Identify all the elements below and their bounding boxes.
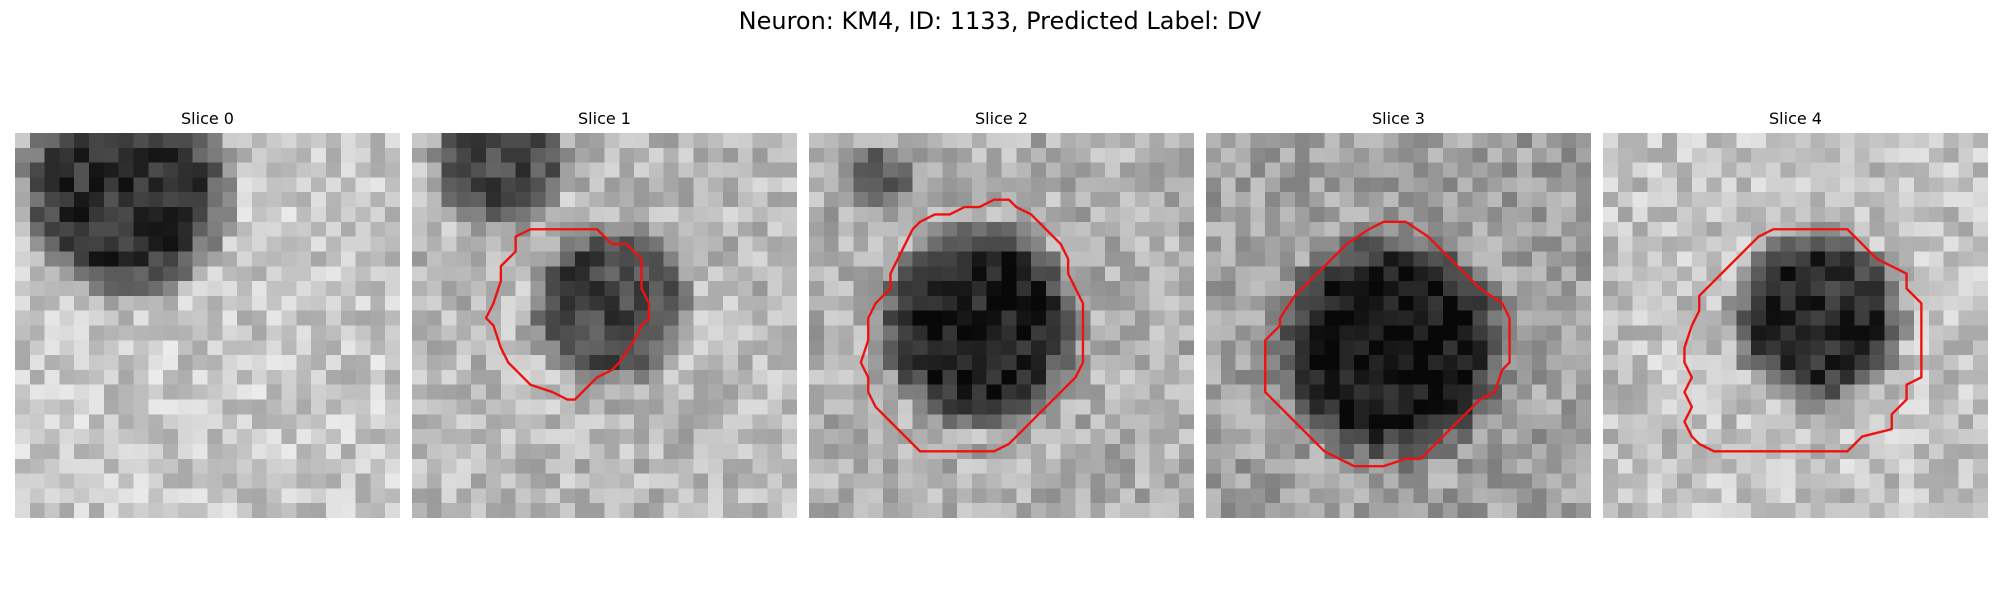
slice-0-image [15, 133, 400, 518]
slice-0-overlay [15, 133, 400, 518]
slice-1-contour [484, 228, 651, 401]
slice-3-title: Slice 3 [1372, 109, 1425, 128]
slice-4-contour [1683, 228, 1923, 453]
slice-2-image [809, 133, 1194, 518]
slice-0-title: Slice 0 [181, 109, 234, 128]
slice-4-title: Slice 4 [1769, 109, 1822, 128]
slice-3-overlay [1264, 220, 1511, 468]
slice-4-image [1603, 133, 1988, 518]
slice-4-overlay [1683, 228, 1923, 453]
slice-1-title: Slice 1 [578, 109, 631, 128]
slice-2-contour [859, 198, 1085, 453]
slice-3-image [1206, 133, 1591, 518]
slice-4-panel [1603, 133, 1988, 518]
slice-2-overlay [859, 198, 1085, 453]
slice-1-image [412, 133, 797, 518]
figure-title: Neuron: KM4, ID: 1133, Predicted Label: … [738, 7, 1262, 35]
slice-2-panel [809, 133, 1194, 518]
slice-3-panel [1206, 133, 1591, 518]
slice-3-contour [1264, 220, 1511, 468]
slice-1-panel [412, 133, 797, 518]
slice-0-panel [15, 133, 400, 518]
slice-2-title: Slice 2 [975, 109, 1028, 128]
slice-1-overlay [484, 228, 651, 401]
